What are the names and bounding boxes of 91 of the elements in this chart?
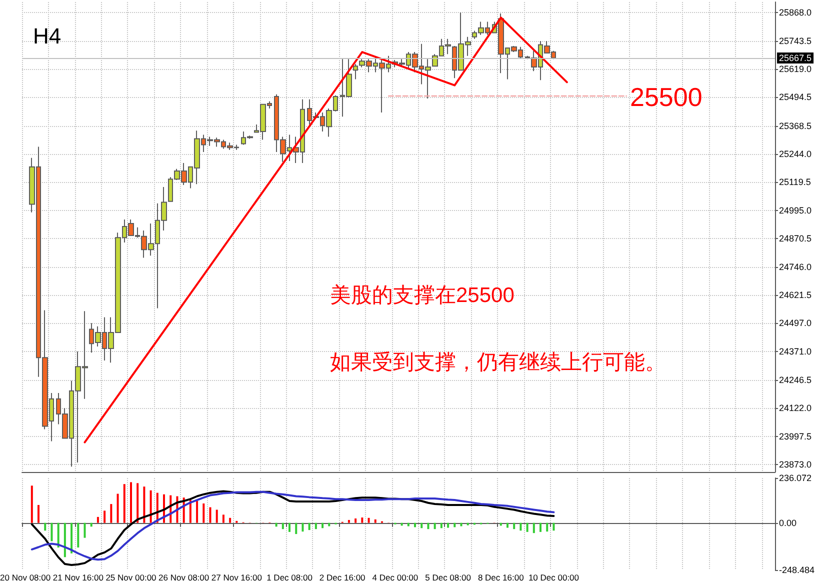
bar <box>526 522 528 532</box>
bar <box>130 482 132 523</box>
bar <box>295 522 298 534</box>
bar <box>150 490 152 523</box>
y-tick-label: 24995.0 <box>779 205 812 216</box>
bar <box>57 522 60 548</box>
x-tick-label: 8 Dec 16:00 <box>478 572 524 582</box>
bar <box>104 510 106 523</box>
bar <box>540 522 542 532</box>
y-tick-label: 24870.5 <box>779 234 812 244</box>
bar <box>70 522 73 554</box>
bar <box>546 522 548 532</box>
bar <box>275 522 278 527</box>
bar <box>222 514 224 523</box>
bar <box>229 518 232 523</box>
y-tick-label: 25368.5 <box>779 120 812 131</box>
ref-line-label: 25667.5 <box>779 53 812 64</box>
bar <box>116 494 119 523</box>
y-tick-label: 25619.0 <box>779 64 812 74</box>
y-tick-label: 23873.0 <box>779 460 812 470</box>
bar <box>447 522 450 528</box>
y-tick-label: 236.072 <box>779 473 812 483</box>
bar <box>348 520 350 523</box>
bar <box>368 518 370 523</box>
bar <box>361 518 364 523</box>
candlestick <box>353 64 358 80</box>
bar <box>143 486 146 523</box>
y-tick-label: 24371.0 <box>779 346 812 357</box>
bar <box>96 516 99 523</box>
y-tick-label: 25494.5 <box>779 92 812 102</box>
x-tick-label: 5 Dec 08:00 <box>425 572 472 582</box>
x-tick-label: 1 Dec 08:00 <box>266 572 313 582</box>
annotation: 如果受到支撑，仍有继续上行可能。 <box>330 351 666 374</box>
bar <box>414 522 416 528</box>
bar <box>202 503 205 523</box>
x-tick-label: 27 Nov 16:00 <box>211 572 262 582</box>
bar <box>520 522 522 531</box>
bar <box>136 483 139 523</box>
x-tick-label: 21 Nov 16:00 <box>52 572 104 582</box>
y-tick-label: 25244.0 <box>779 148 812 159</box>
text: H4 <box>33 24 62 48</box>
bar <box>64 522 66 558</box>
y-tick-label: 0.00 <box>779 518 797 528</box>
bar <box>314 522 317 530</box>
bar <box>196 500 198 523</box>
bar <box>308 522 310 530</box>
annotation: 美股的支撑在25500 <box>330 284 514 307</box>
bar <box>50 522 53 542</box>
bar <box>216 510 218 523</box>
bar <box>90 522 92 527</box>
annotation: 25500 <box>630 82 702 112</box>
y-tick-label: 24246.5 <box>779 374 812 385</box>
bar <box>440 522 442 528</box>
x-tick-label: 25 Nov 00:00 <box>106 572 157 582</box>
bar <box>454 522 456 528</box>
x-tick-label: 2 Dec 16:00 <box>319 572 366 582</box>
bar <box>44 522 46 531</box>
x-tick-label: 26 Nov 08:00 <box>158 572 210 582</box>
bar <box>77 522 80 548</box>
bar <box>420 522 423 528</box>
bar <box>282 522 284 530</box>
y-tick-label: 25743.5 <box>779 36 812 46</box>
bar <box>374 519 376 523</box>
y-tick-label: -248.484 <box>779 565 815 575</box>
x-tick-label: 10 Dec 00:00 <box>528 572 580 582</box>
y-tick-label: 25868.0 <box>779 8 812 18</box>
bar <box>466 522 469 526</box>
bar <box>354 518 357 523</box>
bar <box>506 522 508 528</box>
bar <box>302 522 304 532</box>
y-tick-label: 23997.5 <box>779 431 812 442</box>
y-tick-label: 24122.0 <box>779 403 812 414</box>
bar <box>427 522 430 530</box>
bar <box>322 522 324 528</box>
bar <box>38 504 40 523</box>
x-tick-label: 20 Nov 08:00 <box>0 572 51 582</box>
x-tick-label: 4 Dec 00:00 <box>372 572 418 582</box>
bar <box>189 500 192 523</box>
bar <box>532 522 535 534</box>
y-tick-label: 25119.5 <box>779 177 811 188</box>
bar <box>434 522 436 530</box>
bar <box>123 484 126 523</box>
y-tick-label: 24746.0 <box>779 262 812 272</box>
bar <box>110 504 112 523</box>
y-tick-label: 24497.0 <box>779 318 812 328</box>
y-tick-label: 24621.5 <box>779 290 812 300</box>
bar <box>288 522 291 532</box>
bar <box>513 522 516 530</box>
bar <box>552 522 555 531</box>
bar <box>209 507 212 523</box>
bar <box>84 522 86 538</box>
